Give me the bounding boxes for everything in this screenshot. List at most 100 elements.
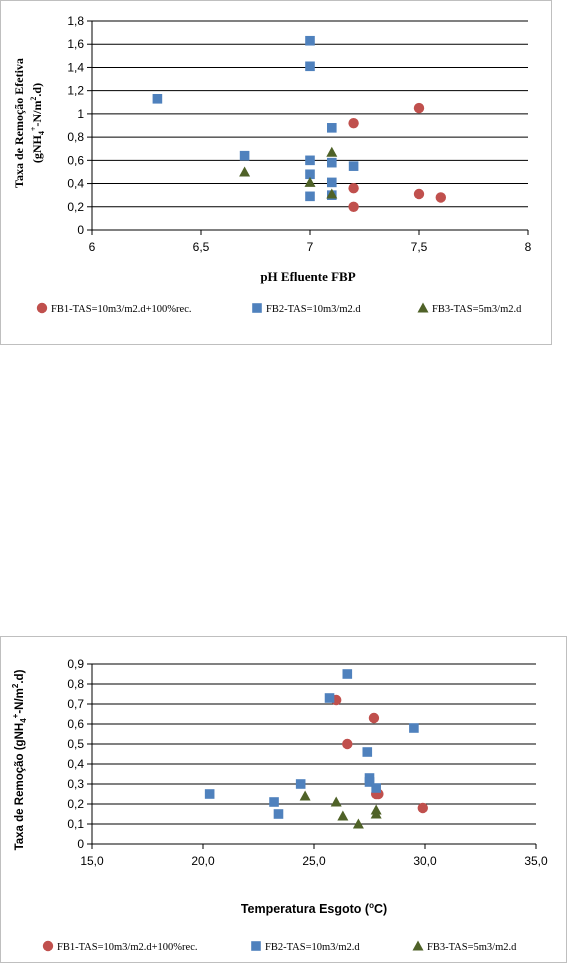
data-point-square	[305, 35, 315, 46]
legend-label: FB2-TAS=10m3/m2.d	[265, 942, 360, 953]
chart-ph-legend: FB1-TAS=10m3/m2.d+100%rec. FB2-TAS=10m3/m…	[36, 302, 522, 315]
y-tick-label: 0	[77, 837, 84, 851]
y-tick-label: 1,2	[67, 84, 84, 98]
y-tick-label: 0,5	[67, 737, 84, 751]
legend-label: FB3-TAS=5m3/m2.d	[427, 942, 517, 953]
data-point-square	[305, 155, 315, 166]
data-point-triangle	[239, 166, 251, 177]
chart-temperature-x-ticks: 15,0 20,0 25,0 30,0 35,0	[80, 854, 548, 868]
y-tick-label: 0,9	[67, 657, 84, 671]
legend-marker-square	[251, 941, 261, 951]
chart-temperature-xlabel: Temperatura Esgoto (oC)	[241, 901, 387, 916]
chart-temperature-svg: 15,0 20,0 25,0 30,0 35,0 0 0,1 0,2 0,3 0,4 0,5 0,6…	[11, 657, 548, 953]
data-point-square	[273, 809, 284, 819]
x-tick-label: 30,0	[413, 854, 437, 868]
chart-ph-svg: 6 6,5 7 7,5 8 0 0,2 0,4 0,6 0,8 1 1,2 1,4 1,6 1,8 Tax…	[12, 14, 532, 315]
data-point-square	[327, 177, 337, 188]
chart-temperature-ylabel: Taxa de Remoção (gNH4+-N/m2.d)	[11, 669, 28, 850]
data-point-square	[364, 777, 375, 787]
chart-ph-xlabel: pH Efluente FBP	[260, 269, 355, 284]
chart-ph-ylabel-line2: (gNH4+-N/m2.d)	[29, 83, 46, 163]
chart-temperature-gridlines	[87, 663, 537, 849]
data-point-circle	[435, 192, 446, 203]
data-point-circle	[348, 117, 359, 129]
data-point-square	[269, 797, 279, 807]
data-point-circle	[348, 201, 359, 212]
data-point-circle	[413, 188, 425, 200]
data-point-square	[342, 669, 353, 679]
y-tick-label: 0,6	[67, 153, 84, 167]
y-tick-label: 0,2	[67, 200, 84, 214]
data-point-square	[327, 157, 337, 168]
legend-marker-circle	[42, 940, 54, 952]
chart-temperature: 15,0 20,0 25,0 30,0 35,0 0 0,1 0,2 0,3 0,4 0,5 0,6…	[0, 636, 567, 963]
data-point-circle	[342, 738, 353, 750]
data-point-triangle	[326, 188, 338, 199]
data-point-square	[324, 693, 335, 703]
data-point-square	[371, 783, 381, 793]
data-point-square	[152, 93, 163, 104]
data-point-circle	[417, 802, 428, 814]
x-tick-label: 20,0	[191, 854, 215, 868]
y-tick-label: 1,6	[67, 37, 84, 51]
x-tick-label: 8	[525, 240, 532, 254]
data-point-circle	[413, 102, 425, 114]
x-tick-label: 7,5	[411, 240, 428, 254]
data-point-square	[295, 779, 306, 789]
data-point-triangle	[326, 146, 338, 157]
x-tick-label: 15,0	[80, 854, 104, 868]
data-point-triangle	[304, 176, 316, 187]
data-point-square	[305, 191, 315, 202]
chart-ph-y-ticks: 0 0,2 0,4 0,6 0,8 1 1,2 1,4 1,6 1,8	[67, 14, 84, 237]
y-tick-label: 0,8	[67, 677, 84, 691]
legend-label: FB1-TAS=10m3/m2.d+100%rec.	[57, 942, 198, 953]
data-point-square	[348, 161, 359, 171]
y-tick-label: 0,7	[67, 697, 84, 711]
chart-ph-ylabel-line1: Taxa de Remoção Efetiva	[12, 58, 26, 188]
y-tick-label: 1,8	[67, 14, 84, 28]
x-tick-label: 35,0	[524, 854, 548, 868]
data-point-square	[305, 169, 315, 180]
chart-temperature-legend: FB1-TAS=10m3/m2.d+100%rec. FB2-TAS=10m3/m…	[42, 940, 517, 953]
legend-label: FB2-TAS=10m3/m2.d	[266, 304, 361, 315]
data-point-square	[362, 747, 373, 757]
chart-temperature-y-ticks: 0 0,1 0,2 0,3 0,4 0,5 0,6 0,7 0,8 0,9	[67, 657, 84, 851]
legend-marker-square	[252, 303, 262, 313]
data-point-circle	[368, 712, 380, 724]
x-tick-label: 25,0	[302, 854, 326, 868]
data-point-square	[305, 61, 315, 72]
chart-ph-gridlines	[87, 20, 529, 235]
data-point-square	[409, 723, 419, 733]
legend-marker-triangle	[417, 302, 429, 313]
legend-label: FB1-TAS=10m3/m2.d+100%rec.	[51, 304, 192, 315]
data-point-triangle	[337, 810, 349, 821]
data-point-triangle	[352, 818, 364, 829]
data-point-square	[204, 789, 215, 799]
y-tick-label: 0,1	[67, 817, 84, 831]
chart-ph-x-ticks: 6 6,5 7 7,5 8	[89, 240, 532, 254]
data-point-triangle	[370, 808, 382, 819]
chart-temperature-marks	[204, 669, 428, 829]
y-tick-label: 0,6	[67, 717, 84, 731]
chart-ph: 6 6,5 7 7,5 8 0 0,2 0,4 0,6 0,8 1 1,2 1,4 1,6 1,8 Tax…	[0, 0, 552, 345]
data-point-triangle	[330, 796, 342, 807]
x-tick-label: 6,5	[193, 240, 210, 254]
y-tick-label: 1,4	[67, 60, 84, 74]
data-point-triangle	[299, 790, 311, 801]
y-tick-label: 0,3	[67, 777, 84, 791]
legend-marker-circle	[36, 302, 48, 314]
data-point-square	[327, 123, 337, 133]
y-tick-label: 0,2	[67, 797, 84, 811]
chart-ph-marks	[152, 35, 446, 212]
y-tick-label: 0	[77, 223, 84, 237]
x-tick-label: 6	[89, 240, 96, 254]
legend-label: FB3-TAS=5m3/m2.d	[432, 304, 522, 315]
x-tick-label: 7	[307, 240, 314, 254]
legend-marker-triangle	[412, 940, 424, 951]
data-point-circle	[348, 183, 359, 194]
y-tick-label: 0,4	[67, 757, 84, 771]
y-tick-label: 0,4	[67, 177, 84, 191]
y-tick-label: 1	[77, 107, 84, 121]
data-point-square	[239, 150, 250, 161]
y-tick-label: 0,8	[67, 130, 84, 144]
